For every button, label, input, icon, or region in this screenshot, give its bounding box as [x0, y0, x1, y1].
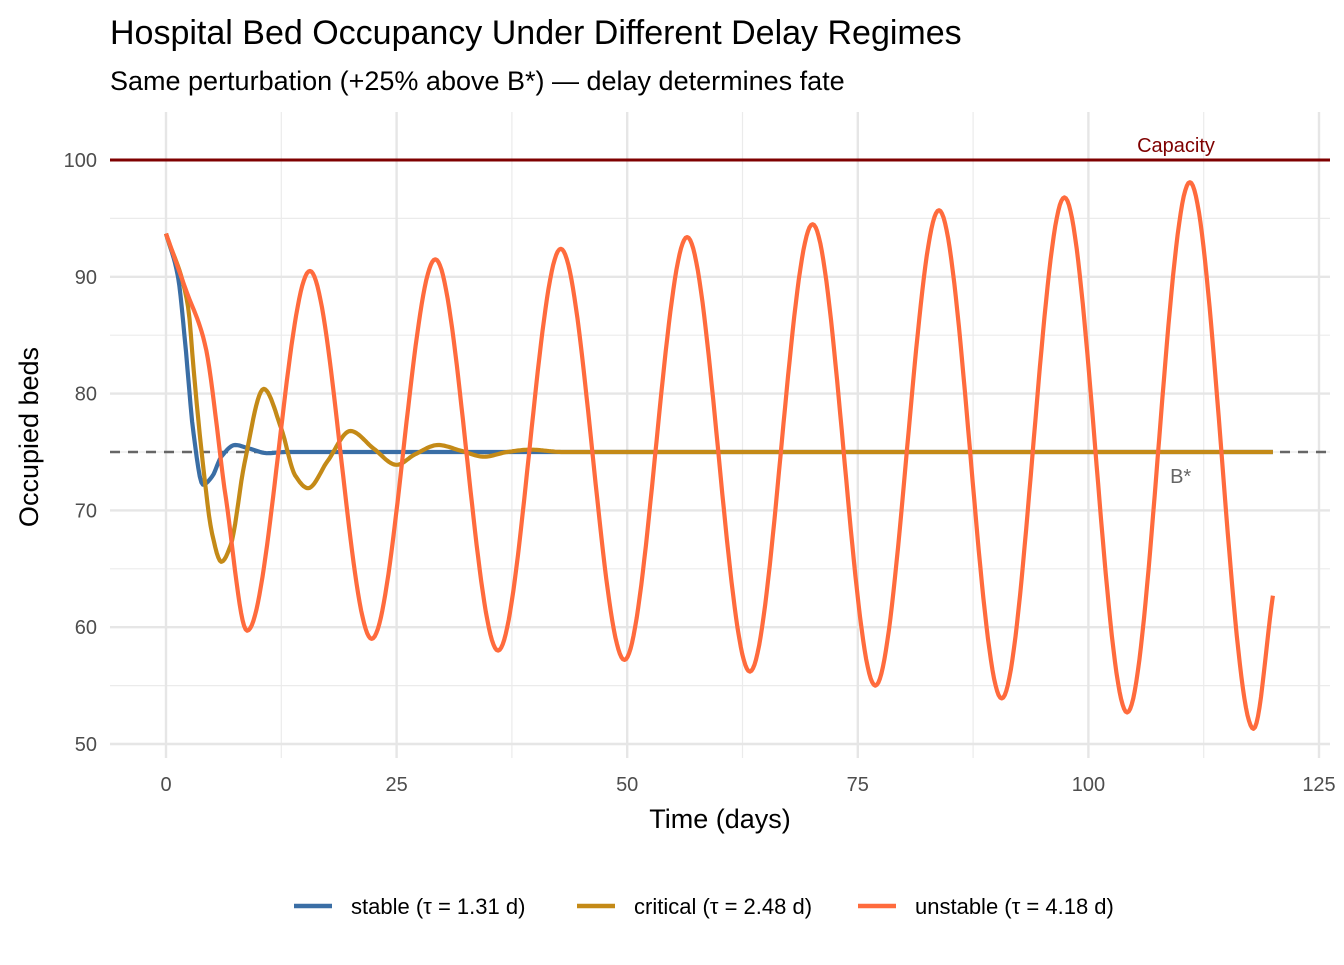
y-axis-title: Occupied beds — [14, 347, 44, 527]
x-tick-label: 75 — [847, 774, 869, 796]
y-tick-label: 50 — [75, 734, 97, 756]
y-tick-label: 90 — [75, 267, 97, 289]
equilibrium-label: B* — [1170, 466, 1191, 488]
legend-label-critical: critical (τ = 2.48 d) — [634, 894, 812, 919]
y-tick-label: 80 — [75, 384, 97, 406]
y-tick-label: 60 — [75, 617, 97, 639]
chart-title: Hospital Bed Occupancy Under Different D… — [110, 14, 962, 52]
reference-lines: Capacity B* — [110, 135, 1330, 488]
grid — [110, 112, 1330, 758]
legend-label-stable: stable (τ = 1.31 d) — [351, 894, 525, 919]
x-tick-label: 125 — [1302, 774, 1335, 796]
y-tick-label: 70 — [75, 500, 97, 522]
x-tick-label: 0 — [160, 774, 171, 796]
x-tick-label: 25 — [385, 774, 407, 796]
axis-ticks: 0 25 50 75 100 125 50 60 70 80 90 100 — [64, 150, 1336, 796]
legend: stable (τ = 1.31 d) critical (τ = 2.48 d)… — [294, 894, 1114, 919]
x-tick-label: 50 — [616, 774, 638, 796]
x-tick-label: 100 — [1072, 774, 1105, 796]
y-tick-label: 100 — [64, 150, 97, 172]
x-axis-title: Time (days) — [649, 804, 791, 834]
series-line-unstable — [164, 180, 1275, 731]
chart-subtitle: Same perturbation (+25% above B*) — dela… — [110, 66, 845, 96]
capacity-label: Capacity — [1137, 135, 1215, 157]
series-line-critical — [163, 232, 1274, 564]
series-lines — [163, 180, 1275, 731]
legend-label-unstable: unstable (τ = 4.18 d) — [915, 894, 1114, 919]
